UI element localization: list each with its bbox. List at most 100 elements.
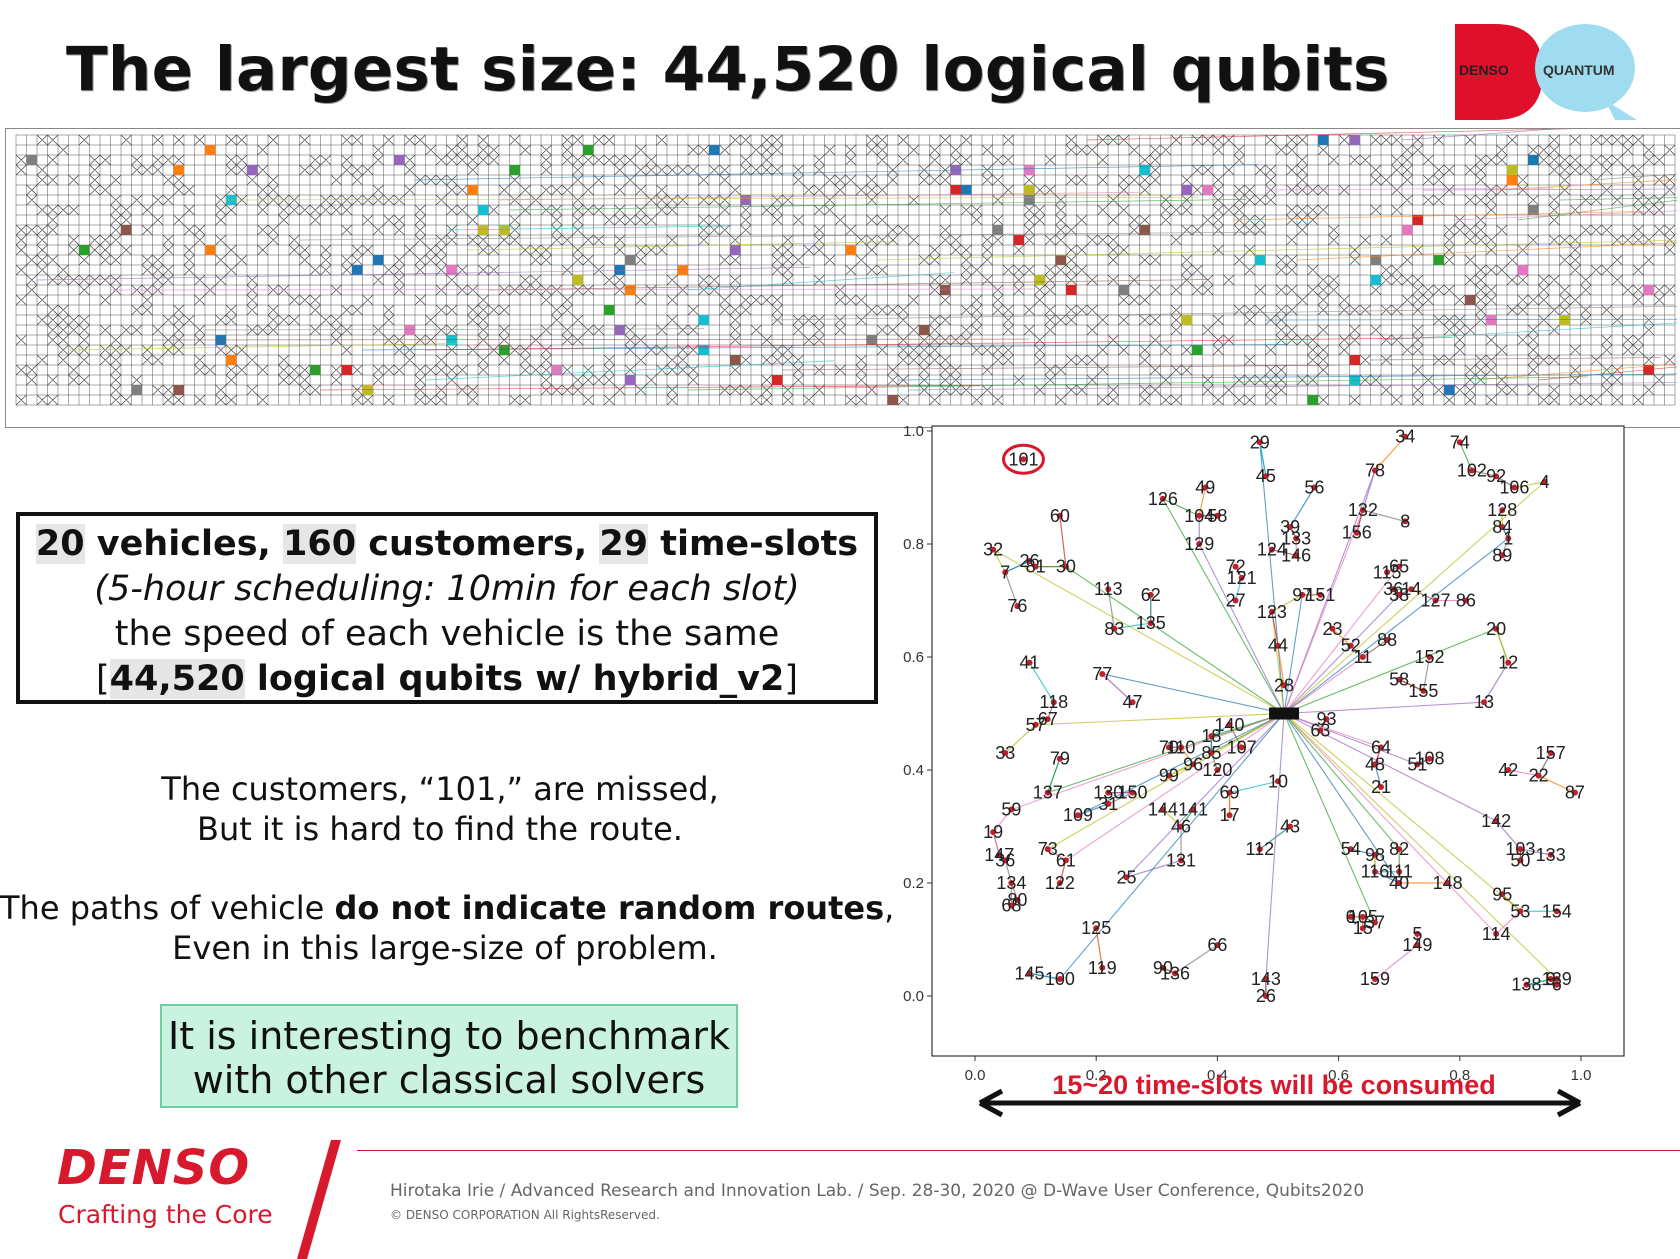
missed-note-line1: The customers, “101,” are missed,: [161, 770, 719, 808]
customer-point: [1226, 789, 1233, 796]
depot-marker-rect: [1269, 707, 1300, 720]
route-segment: [1180, 747, 1194, 765]
customer-point: [1462, 597, 1469, 604]
customer-point: [1293, 535, 1300, 542]
customer-point: [1359, 925, 1366, 932]
customer-label: 79: [1050, 749, 1070, 769]
route-segment: [1047, 701, 1055, 720]
route-segment: [1398, 679, 1424, 692]
qubit-text: logical qubits w/ hybrid_v2: [244, 659, 785, 699]
customer-point: [1402, 518, 1409, 525]
customer-label: 69: [1220, 783, 1240, 803]
customer-label: 14: [1401, 579, 1421, 599]
customer-label: 39: [1280, 517, 1300, 537]
customer-point: [1523, 981, 1530, 988]
customer-label: 95: [1492, 884, 1512, 904]
y-tick-label: 0.2: [903, 875, 924, 892]
customer-point: [1190, 761, 1197, 768]
customer-label: 68: [1001, 896, 1021, 916]
missed-customer-ring: [1001, 443, 1045, 475]
customer-point: [1208, 750, 1215, 757]
customer-label: 157: [1536, 743, 1566, 763]
customer-label: 119: [1088, 958, 1117, 978]
customer-point: [1032, 563, 1039, 570]
customer-label: 58: [1207, 506, 1227, 526]
customer-label: 114: [1482, 924, 1511, 944]
customer-label: 115: [1373, 562, 1402, 582]
customer-point: [1414, 942, 1421, 949]
customer-label: 22: [1529, 766, 1549, 786]
customer-point: [1384, 637, 1391, 644]
customer-label: 57: [1026, 715, 1046, 735]
customer-label: 110: [1167, 737, 1196, 757]
depot-route-segment: [1283, 594, 1400, 714]
customer-point: [1196, 541, 1203, 547]
summary-line-qubits: [44,520 logical qubits w/ hybrid_v2]: [20, 657, 874, 702]
route-segment: [1495, 628, 1509, 663]
customer-point: [1044, 716, 1051, 723]
depot-route-segment: [1283, 713, 1558, 980]
customer-point: [1202, 484, 1209, 491]
customer-label: 62: [1141, 585, 1161, 605]
y-tick-label: 0.0: [903, 988, 924, 1005]
missed-note-line2: But it is hard to find the route.: [197, 810, 683, 848]
customer-label: 123: [1257, 602, 1287, 622]
customer-point: [1541, 478, 1548, 485]
benchmark-line1: It is interesting to benchmark: [168, 1014, 730, 1058]
customer-point: [1329, 625, 1336, 632]
customer-point: [1196, 512, 1203, 519]
customer-point: [1275, 642, 1281, 649]
customer-label: 59: [1001, 800, 1021, 820]
customer-label: 104: [1184, 506, 1214, 526]
summary-line-scheduling: (5-hour scheduling: 10min for each slot): [94, 569, 800, 609]
customer-point: [1105, 586, 1112, 593]
customer-label: 137: [1033, 783, 1063, 803]
customer-label: 149: [1402, 935, 1432, 955]
customer-label: 92: [1486, 466, 1506, 486]
route-segment: [1356, 509, 1364, 533]
route-segment: [992, 831, 1000, 855]
customer-label: 105: [1348, 907, 1378, 927]
denso-quantum-logo: DENSO × QUANTUM: [1455, 24, 1637, 120]
x-tick-label: 0.2: [1086, 1067, 1107, 1084]
route-segment: [1374, 944, 1418, 980]
route-segment: [1047, 848, 1067, 861]
benchmark-callout: It is interesting to benchmark with othe…: [160, 1004, 738, 1108]
customer-point: [1226, 812, 1233, 819]
customer-point: [1178, 823, 1185, 830]
customer-label: 49: [1195, 478, 1215, 498]
customer-label: 53: [1510, 901, 1530, 921]
customer-point: [1371, 868, 1378, 875]
customer-point: [1505, 659, 1512, 666]
customer-label: 118: [1039, 692, 1068, 712]
qubit-count: 44,520: [109, 659, 245, 699]
depot-route-segment: [1011, 712, 1285, 811]
customer-label: 50: [1510, 850, 1530, 870]
customer-point: [1075, 812, 1082, 819]
customer-label: 13: [1474, 692, 1494, 712]
customer-label: 98: [1365, 845, 1385, 865]
customer-label: 112: [1245, 839, 1274, 859]
customer-point: [1026, 557, 1033, 564]
customer-label: 64: [1371, 737, 1391, 757]
footer-copyright: © DENSO CORPORATION All RightsReserved.: [390, 1208, 660, 1222]
customer-point: [1359, 654, 1366, 660]
customer-point: [1371, 761, 1378, 768]
customer-label: 44: [1268, 636, 1288, 656]
customer-point: [1262, 473, 1269, 480]
title-emphasis: 44,520 logical qubits: [662, 34, 1390, 105]
summary-line-speed: the speed of each vehicle is the same: [114, 614, 780, 654]
y-tick-label: 0.6: [903, 649, 924, 666]
depot-route-segment: [1283, 509, 1364, 714]
benchmark-line2: with other classical solvers: [192, 1058, 706, 1102]
customer-point: [1481, 699, 1488, 706]
route-segment: [1495, 475, 1515, 489]
customer-label: 122: [1045, 873, 1075, 893]
vehicles-text: vehicles,: [84, 524, 284, 564]
customer-point: [1171, 970, 1178, 977]
customer-point: [1371, 976, 1378, 983]
customer-point: [1238, 574, 1245, 581]
customer-label: 129: [1184, 534, 1214, 554]
depot-route-segment: [1283, 566, 1400, 714]
customer-label: 113: [1094, 579, 1123, 599]
